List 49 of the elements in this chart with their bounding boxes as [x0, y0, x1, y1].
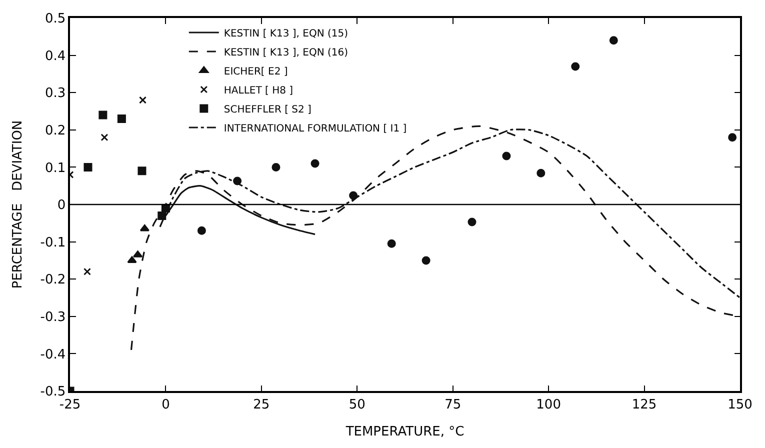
y-tick-label: -0.5 — [40, 384, 66, 400]
x-tick-label: -25 — [59, 397, 81, 412]
y-tick-label: 0.4 — [44, 48, 66, 64]
point — [100, 134, 108, 142]
x-tick-label: 150 — [728, 397, 752, 412]
point — [138, 166, 146, 176]
point — [98, 110, 108, 120]
point — [536, 168, 546, 178]
y-tick-label: 0 — [57, 198, 66, 214]
y-tick-label: -0.3 — [40, 310, 66, 325]
legend-label: SCHEFFLER [ S2 ] — [224, 104, 312, 116]
y-tick-label: -0.4 — [40, 347, 66, 362]
x-tick-label: 0 — [162, 397, 170, 412]
legend-label: INTERNATIONAL FORMULATION [ I1 ] — [224, 123, 407, 134]
point — [502, 152, 511, 160]
point — [138, 96, 146, 104]
y-tick-label: -0.2 — [40, 272, 66, 288]
point — [272, 162, 280, 172]
x-axis-title: TEMPERATURE, °C — [344, 424, 464, 440]
x-tick-label: 75 — [444, 397, 462, 412]
legend-label: KESTIN [ K13 ], EQN (16) — [224, 47, 348, 58]
x-tick-label: 50 — [348, 397, 366, 412]
point — [197, 226, 206, 235]
legend-label: HALLET [ H8 ] — [224, 85, 294, 96]
x-tick-label: 125 — [632, 397, 657, 412]
point — [571, 62, 580, 71]
point — [83, 268, 91, 276]
y-tick-label: 0.2 — [44, 123, 66, 138]
point — [387, 239, 396, 248]
point — [609, 36, 618, 45]
point — [468, 218, 476, 226]
legend-label: KESTIN [ K13 ], EQN (15) — [224, 28, 348, 40]
point — [728, 133, 737, 142]
point — [422, 256, 430, 265]
y-axis-title: PERCENTAGE DEVIATION — [10, 120, 26, 289]
x-tick-label: 100 — [536, 397, 561, 412]
point — [310, 159, 320, 168]
point — [127, 256, 137, 263]
point — [84, 162, 92, 172]
point — [233, 176, 242, 186]
y-tick-label: 0.5 — [44, 12, 66, 27]
y-tick-label: 0.3 — [44, 86, 66, 102]
point — [117, 114, 126, 123]
legend-label: EICHER[ E2 ] — [224, 66, 288, 78]
x-tick-label: 25 — [253, 397, 270, 412]
y-tick-label: -0.1 — [40, 235, 66, 250]
point — [140, 224, 150, 232]
point — [349, 191, 358, 200]
y-tick-label: 0.1 — [44, 160, 66, 176]
